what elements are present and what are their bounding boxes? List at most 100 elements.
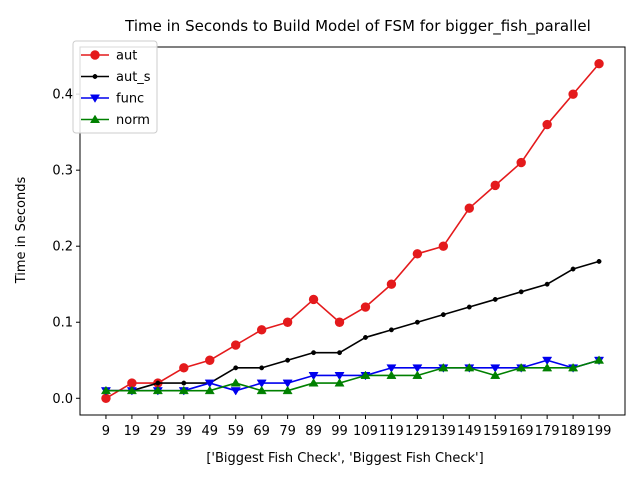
x-axis-label: ['Biggest Fish Check', 'Biggest Fish Che…	[206, 451, 483, 466]
legend-item-func: func	[81, 92, 144, 107]
chart-title: Time in Seconds to Build Model of FSM fo…	[124, 17, 591, 36]
data-point-aut	[490, 180, 500, 191]
x-tick-label: 159	[483, 424, 508, 439]
x-tick-label: 49	[201, 424, 218, 439]
legend-item-aut-s: aut_s	[81, 70, 151, 85]
data-point-func	[334, 371, 345, 381]
data-point-aut	[308, 294, 319, 305]
y-tick-label: 0.0	[52, 392, 73, 407]
x-tick-label: 179	[535, 424, 560, 439]
data-point-norm	[308, 378, 319, 387]
y-tick-label: 0.3	[52, 164, 73, 179]
data-point-aut-s	[363, 334, 368, 340]
x-tick-label: 109	[353, 424, 378, 439]
data-point-aut	[205, 355, 215, 365]
y-tick-label: 0.1	[52, 316, 73, 331]
legend-box	[72, 40, 158, 134]
x-tick-label: 199	[587, 424, 612, 439]
series-line-norm	[105, 359, 600, 392]
x-tick-label: 119	[379, 424, 404, 439]
series-line-func	[105, 359, 600, 392]
x-tick-label: 129	[405, 424, 430, 439]
data-point-norm	[516, 363, 527, 372]
y-axis-ticks: 0.0 0.1 0.2 0.3 0.4	[52, 88, 80, 407]
data-point-aut-s	[518, 289, 524, 295]
data-point-aut-s	[388, 327, 394, 333]
data-point-aut	[282, 317, 293, 327]
data-point-aut	[231, 340, 241, 350]
y-axis-label: Time in Seconds	[14, 177, 29, 285]
legend-marker	[89, 94, 101, 103]
data-point-aut-s	[337, 350, 342, 356]
data-point-aut-s	[155, 380, 161, 386]
data-point-norm	[412, 370, 423, 379]
x-tick-label: 99	[331, 424, 348, 439]
series-norm	[100, 355, 605, 395]
legend-marker	[90, 50, 100, 60]
data-point-norm	[178, 385, 189, 395]
data-point-aut	[256, 325, 267, 335]
data-point-aut-s	[596, 258, 602, 264]
legend-label: aut	[116, 49, 137, 64]
data-point-norm	[594, 355, 605, 364]
x-axis-ticks: 9 19 29 39 49 59 69 79 89 99 109 119 129 139 149 159 169…	[102, 415, 612, 439]
series-layer	[100, 59, 605, 403]
series-aut	[101, 59, 604, 403]
series-line-aut-s	[105, 260, 600, 392]
y-tick-label: 0.2	[52, 240, 73, 255]
data-point-norm	[386, 370, 397, 379]
legend-item-aut: aut	[81, 49, 137, 64]
series-aut-s	[103, 258, 602, 394]
legend-marker	[92, 74, 98, 79]
x-tick-label: 19	[124, 424, 141, 439]
x-tick-label: 59	[227, 424, 244, 439]
x-tick-label: 39	[176, 424, 193, 439]
data-point-norm	[568, 363, 579, 372]
data-point-aut	[334, 317, 345, 327]
x-tick-label: 29	[150, 424, 167, 439]
data-point-norm	[438, 363, 449, 372]
data-point-func	[256, 379, 267, 388]
series-line-aut	[105, 63, 600, 399]
legend-item-norm: norm	[81, 113, 150, 128]
data-point-aut	[179, 363, 189, 373]
data-point-func	[282, 379, 293, 388]
data-point-func	[308, 371, 319, 381]
data-point-norm	[282, 385, 293, 395]
data-point-norm	[490, 370, 501, 379]
data-point-aut-s	[311, 350, 317, 356]
data-point-aut	[438, 241, 449, 251]
x-tick-label: 139	[431, 424, 456, 439]
x-tick-label: 169	[509, 424, 534, 439]
data-point-aut	[464, 203, 474, 213]
data-point-func	[412, 364, 423, 373]
data-point-norm	[126, 385, 137, 395]
x-tick-label: 69	[253, 424, 270, 439]
data-point-aut	[516, 157, 526, 168]
x-tick-label: 189	[561, 424, 586, 439]
legend-label: norm	[116, 113, 150, 128]
data-point-norm	[360, 370, 371, 379]
x-tick-label: 149	[457, 424, 482, 439]
data-point-aut	[568, 89, 578, 99]
x-tick-label: 9	[102, 424, 110, 439]
data-point-norm	[100, 385, 111, 395]
data-point-func	[230, 387, 241, 396]
data-point-aut	[412, 249, 423, 259]
plot-area	[79, 46, 626, 416]
x-tick-label: 79	[279, 424, 296, 439]
data-point-norm	[464, 363, 475, 372]
data-point-aut-s	[285, 357, 291, 363]
data-point-aut-s	[466, 304, 472, 310]
data-point-aut	[386, 279, 397, 289]
data-point-aut	[360, 302, 371, 312]
data-point-norm	[230, 378, 241, 387]
data-point-aut-s	[233, 365, 239, 371]
legend-marker	[89, 114, 101, 123]
data-point-norm	[334, 378, 345, 387]
data-point-func	[386, 364, 397, 373]
data-point-aut	[542, 119, 552, 130]
legend-label: func	[116, 92, 144, 107]
